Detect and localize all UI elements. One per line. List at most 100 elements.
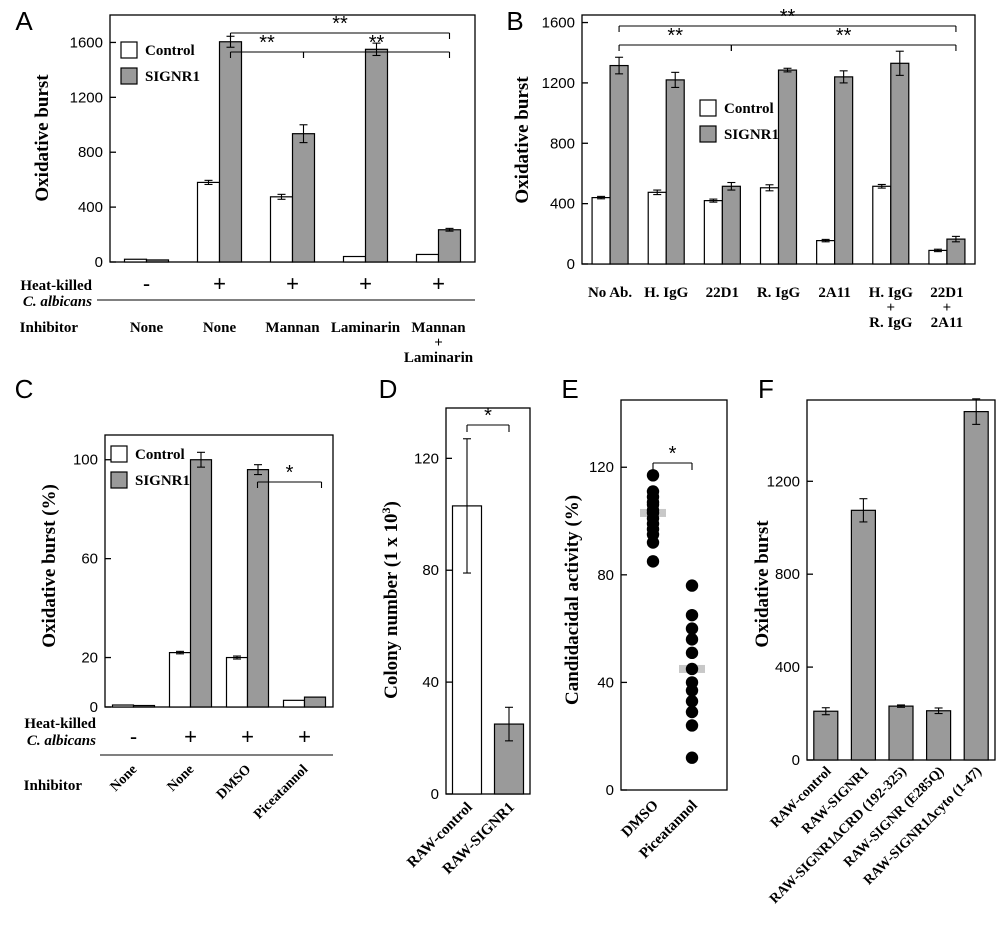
panel-C-bar: [189, 459, 213, 708]
panel-C-inhibitor-label: Piceatannol: [251, 762, 311, 822]
panel-B-legend-label: Control: [724, 101, 774, 117]
panel-B-category-label: +: [887, 300, 896, 316]
panel-B-sig-label: **: [667, 25, 683, 47]
panel-A-inhibitor-label: None: [203, 320, 237, 336]
panel-B-category-label: R. IgG: [757, 285, 801, 301]
panel-A-legend-swatch: [120, 41, 138, 59]
panel-B-bar: [665, 79, 685, 265]
panel-C-ytick-label: 20: [81, 650, 98, 667]
panel-E-data-point: [685, 705, 699, 719]
panel-C-bar: [282, 699, 306, 708]
panel-B-category-label: +: [943, 300, 952, 316]
panel-C-y-axis-label: Oxidative burst (%): [39, 484, 60, 648]
panel-F-category-label: RAW-SIGNR1ΔCRD (192-325): [767, 764, 910, 907]
panel-E-data-point: [646, 536, 660, 549]
panel-A-sig-label: **: [369, 32, 385, 54]
panel-A-heat-sign: +: [359, 271, 372, 296]
panel-label-B: B: [506, 6, 523, 36]
panel-F-bar: [963, 411, 989, 761]
panel-C-heat-sign: +: [298, 724, 311, 749]
panel-B-category-label: 22D1: [706, 285, 739, 301]
panel-F-ytick-label: 0: [792, 752, 800, 769]
panel-B-bar: [928, 249, 948, 265]
panel-label-A: A: [15, 6, 33, 36]
panel-F-ytick-label: 400: [775, 659, 800, 676]
panel-E-data-point: [685, 622, 699, 635]
panel-F-bar: [813, 710, 839, 761]
panel-A-bar: [196, 181, 221, 263]
panel-D-plot-frame: [445, 407, 531, 795]
panel-E-data-point: [685, 646, 699, 660]
panel-A-ytick-label: 800: [78, 144, 103, 161]
panel-A-bar: [269, 196, 294, 263]
panel-A-sig-label: **: [332, 13, 348, 35]
panel-A-ytick-label: 1600: [70, 34, 103, 51]
panel-A-bar: [291, 133, 316, 263]
panel-A-legend-label: SIGNR1: [145, 69, 200, 85]
panel-A-bar: [437, 229, 462, 263]
panel-B-bar: [816, 240, 836, 265]
panel-B-category-label: 22D1: [930, 285, 963, 301]
panel-A-heat-sign: +: [286, 271, 299, 296]
panel-F-bar: [850, 509, 877, 761]
panel-C-legend-swatch: [110, 471, 128, 489]
panel-F-bar: [925, 710, 952, 761]
panel-C-legend-label: Control: [135, 447, 185, 463]
panel-E-ytick-label: 120: [589, 459, 614, 476]
panel-B-ytick-label: 0: [567, 256, 575, 273]
panel-E-data-point: [685, 579, 699, 592]
panel-C-inhibitor-label: None: [108, 762, 141, 795]
panel-C-legend-label: SIGNR1: [135, 473, 190, 489]
panel-C-ytick-label: 100: [73, 452, 98, 469]
panel-C-bar: [168, 651, 192, 708]
panel-A-row-heat-label: Heat-killed: [20, 278, 92, 294]
panel-E-data-point: [685, 719, 699, 732]
panel-B-bar: [591, 197, 611, 265]
panel-D-y-axis-label: Colony number (1 x 103): [379, 501, 402, 699]
panel-A-bar: [218, 41, 243, 263]
panel-D-sig-label: *: [484, 405, 492, 427]
panel-C-heat-sign: +: [184, 724, 197, 749]
panel-A-ytick-label: 1200: [70, 89, 103, 106]
panel-C-heat-sign: +: [241, 724, 254, 749]
panel-B-category-label: 2A11: [818, 285, 851, 301]
panel-C-plot-frame: [104, 434, 334, 708]
panel-A-inhibitor-label: Mannan: [411, 320, 466, 336]
panel-B-bar: [872, 185, 892, 265]
panel-E-data-point: [646, 469, 660, 482]
panel-B-sig-label: **: [780, 6, 796, 28]
panel-B-bar: [721, 185, 741, 265]
panel-F-ytick-label: 800: [775, 566, 800, 583]
panel-B-category-label: H. IgG: [644, 285, 689, 301]
panel-B-sig-label: **: [836, 25, 852, 47]
panel-C-bar: [111, 704, 135, 708]
panel-C-bar: [246, 469, 270, 708]
panel-F-bar: [888, 705, 914, 761]
panel-E-y-axis-label: Candidacidal activity (%): [562, 495, 583, 705]
panel-A-row-inhibitor-label: Inhibitor: [20, 320, 79, 336]
panel-E-data-point: [646, 555, 660, 568]
panel-C-heat-sign: -: [130, 724, 137, 749]
panel-E-ytick-label: 80: [597, 567, 614, 584]
panel-E-data-point: [685, 695, 699, 708]
panel-B-category-label: 2A11: [931, 315, 964, 331]
panel-B-ytick-label: 1200: [542, 75, 575, 92]
panel-C-legend-swatch: [110, 445, 128, 463]
panel-B-bar: [703, 200, 723, 265]
panel-A-inhibitor-label: Mannan: [265, 320, 320, 336]
panel-C-inhibitor-label: DMSO: [214, 762, 254, 802]
panel-C-ytick-label: 60: [81, 551, 98, 568]
panel-B-y-axis-label: Oxidative burst: [512, 76, 533, 204]
panel-C-row-inhibitor-label: Inhibitor: [24, 778, 83, 794]
panel-C-row-species-label: C. albicans: [27, 733, 96, 749]
panel-label-F: F: [758, 374, 774, 404]
panel-E-plot-frame: [620, 399, 728, 791]
panel-E-ytick-label: 0: [606, 782, 614, 799]
panel-B-bar: [890, 62, 910, 265]
panel-B-bar: [777, 69, 798, 265]
panel-A-inhibitor-label: Laminarin: [404, 350, 474, 366]
panel-B-ytick-label: 1600: [542, 15, 575, 32]
panel-C-bar: [132, 704, 156, 708]
panel-D-ytick-label: 80: [422, 562, 439, 579]
